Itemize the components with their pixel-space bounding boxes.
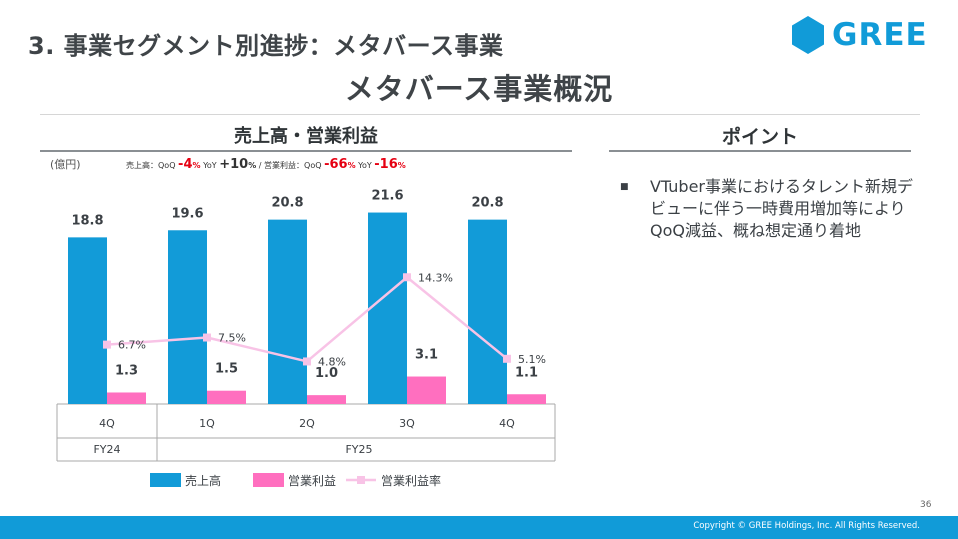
sales-qoq-value: -4 (178, 157, 193, 172)
copyright-text: Copyright © GREE Holdings, Inc. All Righ… (693, 521, 920, 531)
sales-value-label: 20.8 (471, 196, 503, 211)
fiscal-year-group-label: FY25 (345, 443, 372, 456)
category-tick-label: 3Q (399, 417, 415, 430)
points-panel-divider (609, 150, 911, 152)
bullet-square-icon: ■ (620, 182, 629, 192)
sales-value-label: 19.6 (171, 206, 203, 221)
profit-value-label: 1.3 (115, 363, 138, 378)
operating-margin-label: 5.1% (518, 353, 546, 366)
sales-yoy-value: +10 (219, 157, 249, 172)
growth-summary: 売上高：QoQ -4% YoY +10% / 営業利益：QoQ -66% YoY… (126, 157, 406, 172)
category-tick-label: 4Q (99, 417, 115, 430)
profit-value-label: 1.5 (215, 362, 238, 377)
profit-value-label: 3.1 (415, 348, 438, 363)
title-divider (40, 114, 920, 115)
sales-yoy-pct: % (248, 161, 257, 170)
legend-rate-label: 営業利益率 (381, 473, 441, 488)
profit-bar (407, 376, 446, 404)
logo-text: GREE (832, 17, 928, 53)
profit-bar (507, 394, 546, 404)
operating-margin-label: 4.8% (318, 355, 346, 368)
operating-margin-label: 6.7% (118, 339, 146, 352)
sales-bar (68, 237, 107, 404)
sales-bar (368, 212, 407, 404)
profit-bar (107, 392, 146, 404)
operating-margin-marker (103, 340, 111, 349)
op-yoy-label: YoY (358, 161, 372, 170)
sales-value-label: 18.8 (71, 213, 103, 228)
category-tick-label: 1Q (199, 417, 215, 430)
op-summary-label: / 営業利益： (258, 161, 305, 170)
sales-summary-label: 売上高： (126, 161, 158, 170)
legend-rate-marker (357, 476, 365, 484)
op-yoy-value: -16 (374, 157, 398, 172)
sales-qoq-pct: % (192, 161, 201, 170)
sales-value-label: 20.8 (271, 196, 303, 211)
sales-bar (468, 219, 507, 404)
hexagon-logo-icon (792, 16, 824, 54)
profit-bar (207, 390, 246, 404)
sales-bar (168, 230, 207, 404)
points-list: ■ VTuber事業におけるタレント新規デビューに伴う一時費用増加等によりQoQ… (620, 176, 920, 242)
sales-qoq-label: QoQ (158, 161, 176, 170)
points-panel-title: ポイント (721, 126, 798, 148)
operating-margin-marker (503, 354, 511, 363)
page-title: メタバース事業概況 (344, 72, 614, 106)
chart-panel-divider (40, 150, 572, 152)
gree-logo: GREE (790, 15, 935, 55)
operating-margin-marker (403, 273, 411, 282)
operating-margin-label: 7.5% (218, 332, 246, 345)
legend-sales-swatch (150, 473, 181, 487)
sales-value-label: 21.6 (371, 189, 403, 204)
operating-margin-label: 14.3% (418, 271, 453, 284)
sales-bar (268, 219, 307, 404)
legend-profit-label: 営業利益 (288, 474, 336, 488)
op-qoq-pct: % (347, 161, 356, 170)
section-heading: 3. 事業セグメント別進捗：メタバース事業 (28, 32, 504, 60)
profit-bar (307, 395, 346, 404)
fiscal-year-group-label: FY24 (93, 443, 120, 456)
point-text: VTuber事業におけるタレント新規デビューに伴う一時費用増加等によりQoQ減益… (650, 177, 914, 240)
category-tick-label: 2Q (299, 417, 315, 430)
category-tick-label: 4Q (499, 417, 515, 430)
footer-bar: Copyright © GREE Holdings, Inc. All Righ… (0, 516, 958, 539)
legend-sales-label: 売上高 (185, 473, 221, 488)
op-yoy-pct: % (397, 161, 406, 170)
page-number: 36 (920, 500, 932, 510)
point-item: ■ VTuber事業におけるタレント新規デビューに伴う一時費用増加等によりQoQ… (620, 176, 920, 242)
operating-margin-marker (303, 357, 311, 366)
operating-margin-marker (203, 333, 211, 342)
legend-profit-swatch (253, 473, 284, 487)
sales-yoy-label: YoY (203, 161, 217, 170)
profit-value-label: 1.1 (515, 365, 538, 380)
chart-unit-label: (億円) (50, 158, 81, 171)
op-qoq-label: QoQ (304, 161, 322, 170)
op-qoq-value: -66 (324, 157, 348, 172)
chart-panel-title: 売上高・営業利益 (234, 126, 378, 147)
profit-value-label: 1.0 (315, 366, 338, 381)
